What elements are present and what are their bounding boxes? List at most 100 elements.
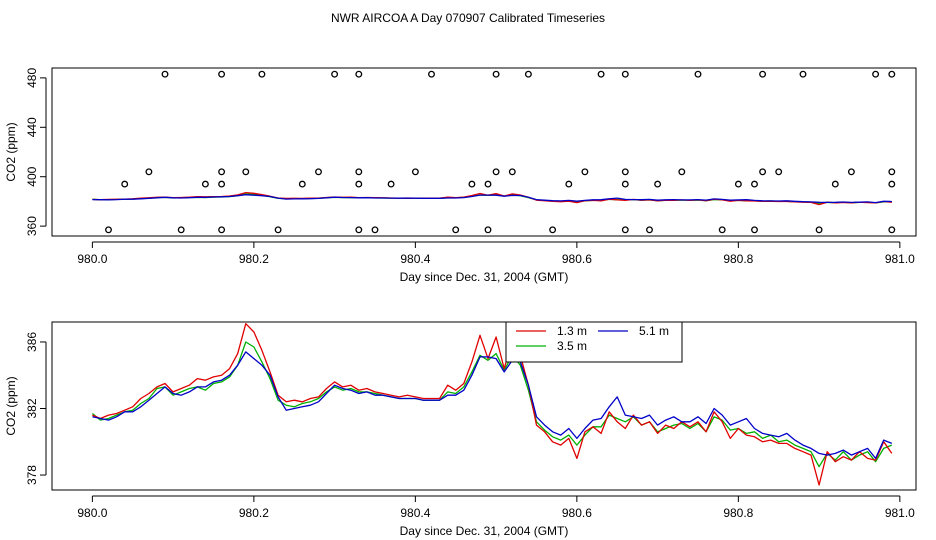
x-tick-label: 981.0: [885, 252, 915, 266]
x-tick-label: 980.0: [77, 252, 107, 266]
legend-label-1-3m: 1.3 m: [557, 324, 587, 338]
calibration-point: [888, 226, 896, 234]
calibration-point: [428, 70, 435, 78]
series-line-5-1-m: [92, 351, 893, 460]
calibration-point: [355, 70, 363, 78]
y-tick-label: 440: [25, 117, 39, 137]
series-line-1-3-m: [92, 323, 893, 486]
calibration-point: [597, 70, 605, 78]
calibration-point: [484, 226, 492, 234]
calibration-point: [751, 226, 758, 234]
y-axis-label: CO2 (ppm): [4, 122, 18, 181]
calibration-point: [355, 226, 363, 234]
calibration-point: [759, 168, 767, 176]
x-tick-label: 980.6: [562, 506, 592, 520]
calibration-point: [105, 226, 112, 234]
calibration-point: [751, 180, 758, 188]
legend-box: [505, 321, 683, 363]
x-tick-label: 981.0: [885, 506, 915, 520]
calibration-point: [799, 70, 807, 78]
calibration-point: [298, 180, 306, 188]
calibration-point: [815, 226, 823, 234]
calibration-point: [759, 70, 767, 78]
series-lines: [91, 323, 893, 486]
chart-top: 980.0 980.2 980.4 980.6 980.8 981.0 360 400 440…: [4, 67, 917, 284]
calibration-point: [177, 226, 185, 234]
x-tick-label: 980.8: [723, 506, 753, 520]
legend-label-5-1m: 5.1 m: [639, 324, 669, 338]
x-tick-label: 980.0: [77, 506, 107, 520]
calibration-point: [524, 70, 532, 78]
calibration-point: [492, 70, 500, 78]
y-tick-label: 386: [25, 332, 39, 352]
calibration-point: [218, 70, 226, 78]
calibration-point: [274, 226, 282, 234]
x-axis-label: Day since Dec. 31, 2004 (GMT): [400, 270, 569, 284]
y-tick-label: 360: [25, 216, 39, 236]
y-tick-label: 382: [25, 398, 39, 418]
calibration-point: [242, 168, 250, 176]
calibration-point: [492, 168, 500, 176]
x-tick-label: 980.6: [562, 252, 592, 266]
calibration-point: [411, 168, 419, 176]
calibration-point: [355, 168, 363, 176]
calibration-point: [565, 180, 573, 188]
calibration-point: [145, 168, 153, 176]
chart-bottom: 980.0 980.2 980.4 980.6 980.8 981.0 378 382 386…: [4, 321, 917, 538]
calibration-point: [734, 180, 742, 188]
series-lines: [92, 191, 892, 206]
calibration-point: [331, 70, 339, 78]
calibration-point: [218, 168, 226, 176]
y-axis-label: CO2 (ppm): [4, 376, 18, 435]
y-axis: 378 382 386: [25, 332, 47, 485]
calibration-point: [831, 180, 839, 188]
calibration-point: [484, 180, 492, 188]
calibration-point: [201, 180, 209, 188]
calibration-point: [694, 70, 702, 78]
x-tick-label: 980.2: [239, 506, 269, 520]
legend: 1.3 m 3.5 m 5.1 m: [505, 321, 683, 363]
y-tick-label: 378: [25, 465, 39, 485]
calibration-point: [161, 70, 169, 78]
x-axis: 980.0 980.2 980.4 980.6 980.8 981.0: [77, 241, 915, 266]
calibration-point: [387, 180, 395, 188]
calibration-point: [218, 226, 226, 234]
calibration-points: [105, 70, 896, 234]
calibration-point: [654, 180, 662, 188]
calibration-point: [581, 168, 589, 176]
calibration-point: [888, 168, 896, 176]
x-tick-label: 980.4: [400, 506, 430, 520]
x-tick-label: 980.2: [239, 252, 269, 266]
legend-label-3-5m: 3.5 m: [557, 339, 587, 353]
calibration-point: [888, 70, 896, 78]
calibration-point: [508, 168, 516, 176]
calibration-point: [355, 180, 363, 188]
calibration-point: [847, 168, 855, 176]
calibration-point: [678, 168, 686, 176]
calibration-point: [452, 226, 460, 234]
calibration-point: [315, 168, 322, 176]
calibration-point: [718, 226, 726, 234]
plot-frame: [51, 321, 917, 491]
calibration-point: [621, 180, 629, 188]
series-line-5-1-m: [92, 194, 892, 204]
plot-frame: [51, 67, 917, 237]
calibration-point: [872, 70, 880, 78]
calibration-point: [621, 226, 629, 234]
calibration-point: [121, 180, 129, 188]
series-line-3-5-m: [91, 341, 893, 468]
page-title: NWR AIRCOA A Day 070907 Calibrated Times…: [331, 11, 605, 25]
calibration-point: [468, 180, 476, 188]
calibration-point: [621, 70, 629, 78]
x-tick-label: 980.8: [723, 252, 753, 266]
x-axis-label: Day since Dec. 31, 2004 (GMT): [400, 524, 569, 538]
series-line-1-3-m: [92, 191, 892, 206]
calibration-point: [775, 168, 783, 176]
x-axis: 980.0 980.2 980.4 980.6 980.8 981.0: [77, 495, 915, 520]
calibration-point: [888, 180, 896, 188]
calibration-point: [549, 226, 557, 234]
calibration-point: [218, 180, 226, 188]
calibration-point: [621, 168, 629, 176]
calibration-point: [258, 70, 266, 78]
